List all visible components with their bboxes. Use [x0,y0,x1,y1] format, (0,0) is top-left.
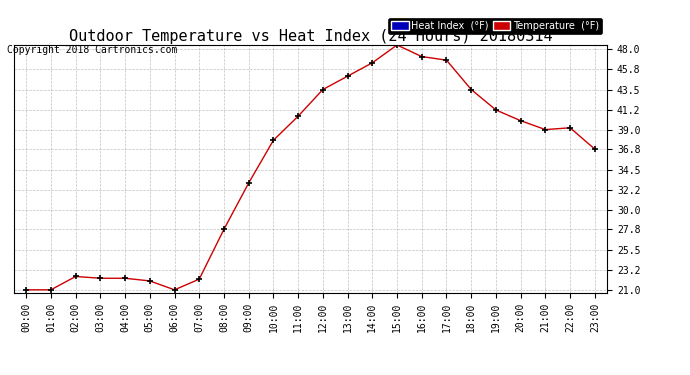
Title: Outdoor Temperature vs Heat Index (24 Hours) 20180314: Outdoor Temperature vs Heat Index (24 Ho… [69,29,552,44]
Legend: Heat Index  (°F), Temperature  (°F): Heat Index (°F), Temperature (°F) [388,18,602,33]
Text: Copyright 2018 Cartronics.com: Copyright 2018 Cartronics.com [7,45,177,55]
